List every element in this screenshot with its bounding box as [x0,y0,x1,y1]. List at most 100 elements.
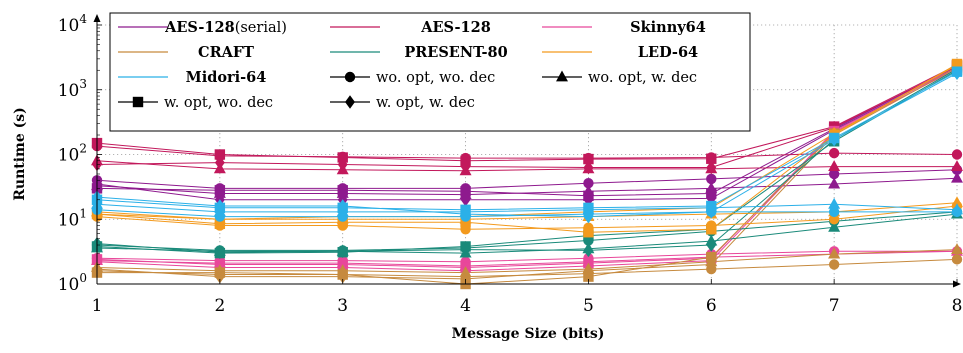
data-point [583,264,594,278]
legend-label: LED-64 [638,44,698,61]
data-point [583,209,594,224]
data-point [460,159,471,174]
data-point [951,149,963,160]
series-line [96,65,958,197]
data-point [460,272,471,286]
series-line [96,67,958,269]
legend-label: CRAFT [198,44,254,61]
data-point [951,203,963,215]
legend-marker [556,70,568,82]
legend-label: AES-128 [420,19,491,36]
data-point [337,244,348,259]
series-lines [96,63,958,285]
y-tick-label: 103 [58,77,87,101]
data-point [828,147,840,159]
data-point [706,238,717,252]
legend-marker [345,95,355,109]
series-line [96,213,958,254]
series-line [96,64,958,220]
legend-label: w. opt, wo. dec [164,95,273,111]
legend-label: Midori-64 [186,69,267,86]
series-line [96,69,958,254]
series-line [96,160,957,172]
legend-label: AES-128(serial) [164,19,287,36]
data-point [214,149,226,160]
data-point [951,196,963,208]
data-point [828,214,840,225]
data-point [214,185,226,196]
data-point [951,254,963,265]
series-line [96,250,958,267]
x-tick-label: 8 [952,296,963,316]
series-line [97,64,958,285]
data-point [337,269,348,284]
series-line [96,64,958,162]
legend: AES-128(serial) AES-128 Skinny64 CRAFT PRESE… [109,12,751,132]
data-point [337,199,348,213]
data-point [460,207,471,221]
series-line [96,249,958,274]
series-line [96,65,958,168]
y-axis-title: Runtime (s) [12,107,28,201]
data-point [706,191,717,206]
series-line [96,67,958,201]
data-point [706,205,717,219]
data-point [459,266,472,278]
series-line [96,72,958,218]
tick-labels: 1 2 3 4 5 6 7 8 100 101 102 103 104 [58,12,963,316]
legend-marker [132,96,144,108]
series-line [96,145,958,159]
data-point [828,247,841,259]
data-point [828,197,841,209]
y-tick-label: 102 [58,142,87,166]
x-axis-title: Message Size (bits) [452,326,605,342]
data-point [706,160,717,175]
series-line [96,169,958,189]
data-point [951,171,963,183]
data-point [828,177,841,189]
data-point [583,153,594,165]
data-point [828,206,840,218]
y-tick-label: 100 [58,271,87,295]
y-tick-label: 104 [58,12,88,36]
x-tick-label: 7 [829,296,840,316]
series-line [96,211,958,251]
legend-label: wo. opt, wo. dec [376,70,495,86]
data-point [214,269,225,284]
data-point [706,224,717,235]
x-tick-label: 5 [583,296,594,316]
series-line [96,68,958,253]
data-point [337,185,348,196]
data-point [583,178,594,189]
data-point [706,173,717,185]
x-tick-label: 1 [92,296,103,316]
data-point [337,157,348,172]
data-point [706,257,717,272]
x-tick-label: 2 [214,296,225,316]
series-line [96,205,958,230]
legend-marker [344,71,356,83]
data-point [828,160,841,172]
series-line [96,177,958,196]
y-axis-arrow [93,14,101,22]
data-point [460,186,471,197]
series-markers [91,58,963,290]
data-point [583,202,594,214]
series-line [96,71,958,211]
legend-box [109,12,751,132]
x-tick-label: 6 [706,296,717,316]
x-tick-label: 3 [337,296,348,316]
data-point [829,132,840,147]
legend-label: Skinny64 [630,19,706,36]
series-line [96,250,957,263]
data-point [952,66,962,80]
data-point [951,160,963,172]
data-point [583,227,594,238]
data-point [337,152,348,163]
data-point [460,242,471,257]
data-point [828,220,841,232]
data-point [583,243,594,258]
data-point [706,153,717,164]
series-line [96,63,958,233]
